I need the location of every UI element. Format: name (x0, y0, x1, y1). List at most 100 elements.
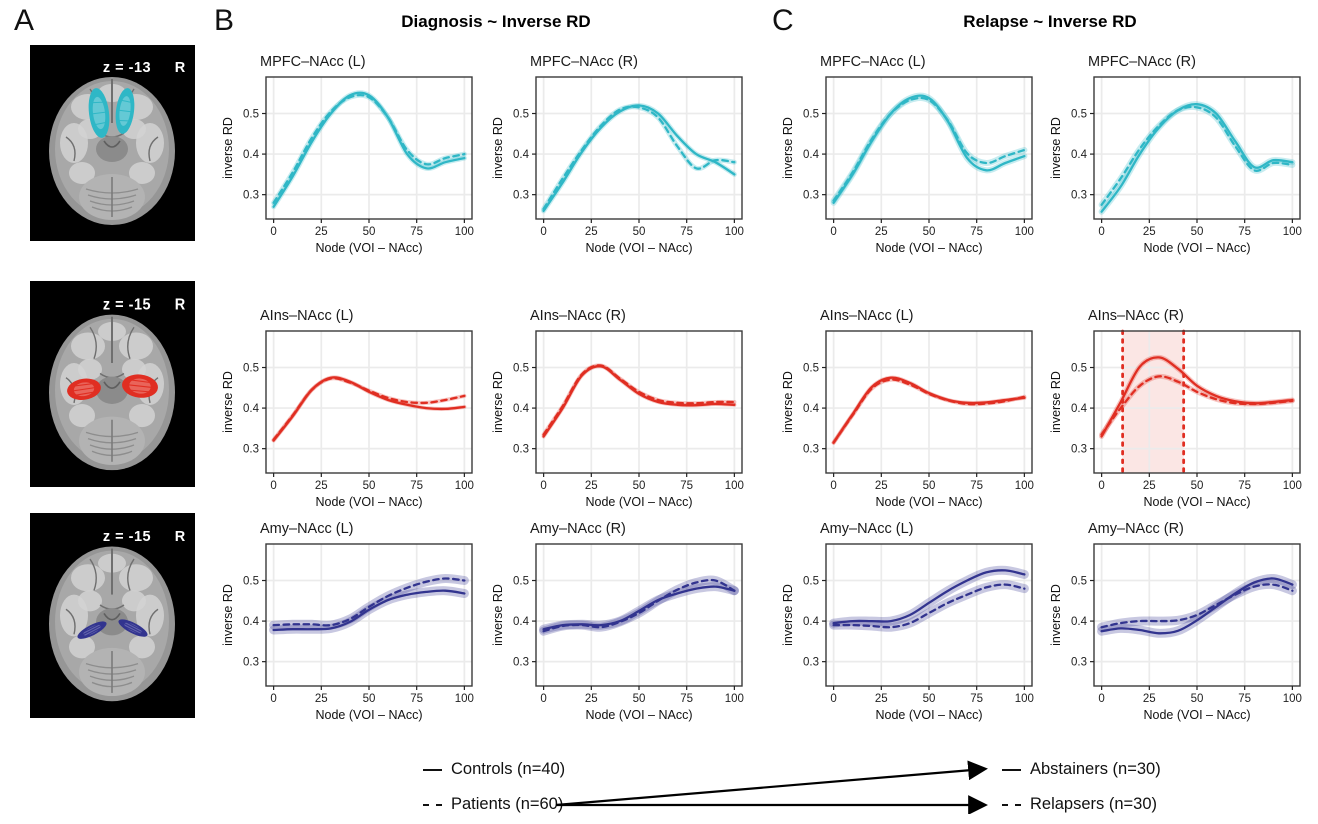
svg-text:0.3: 0.3 (513, 190, 529, 202)
chart-c-amy-nacc-l: Amy–NAcc (L) 0 25 50 75 100 0.3 0.4 0.5 Node (VO… (780, 515, 1048, 727)
chart-c-ains-nacc-l: AIns–NAcc (L) 0 25 50 75 100 0.3 0.4 0.5 Node (V… (780, 302, 1048, 514)
chart-title: MPFC–NAcc (R) (530, 54, 638, 70)
legend-label: Patients (n=60) (451, 795, 564, 813)
svg-text:25: 25 (585, 480, 598, 492)
svg-text:Node (VOI – NAcc): Node (VOI – NAcc) (876, 495, 983, 509)
svg-text:0.4: 0.4 (803, 616, 820, 628)
svg-text:Node (VOI – NAcc): Node (VOI – NAcc) (1144, 708, 1251, 722)
ains-nacc-l-relapse-plot: 0 25 50 75 100 0.3 0.4 0.5 Node (VOI – NAcc) inve… (781, 330, 1034, 509)
svg-text:75: 75 (1238, 480, 1251, 492)
svg-text:0.4: 0.4 (1071, 403, 1088, 415)
svg-text:75: 75 (970, 226, 983, 238)
amy-nacc-r-relapse-plot: 0 25 50 75 100 0.3 0.4 0.5 Node (VOI – NAcc) inve… (1049, 543, 1302, 722)
svg-text:0.4: 0.4 (1071, 616, 1088, 628)
svg-text:0.3: 0.3 (243, 190, 259, 202)
chart-title: AIns–NAcc (R) (530, 308, 626, 324)
svg-text:100: 100 (1283, 693, 1302, 705)
svg-text:0.4: 0.4 (513, 149, 530, 161)
svg-text:100: 100 (455, 226, 474, 238)
svg-text:0.5: 0.5 (513, 109, 529, 121)
svg-text:100: 100 (725, 693, 744, 705)
svg-text:50: 50 (363, 693, 376, 705)
amy-nacc-l-diagnosis-plot: 0 25 50 75 100 0.3 0.4 0.5 Node (VOI – NAcc) inve… (221, 543, 474, 722)
svg-text:0.3: 0.3 (803, 190, 819, 202)
chart-b-mpfc-nacc-l: MPFC–NAcc (L) 0 25 50 75 100 0.3 0.4 0.5 Node (V… (220, 48, 490, 260)
svg-text:100: 100 (1015, 693, 1034, 705)
svg-text:0.4: 0.4 (803, 403, 820, 415)
svg-text:0.5: 0.5 (513, 363, 529, 375)
svg-text:75: 75 (410, 480, 423, 492)
svg-text:0: 0 (540, 693, 546, 705)
ains-nacc-r-relapse-plot: 0 25 50 75 100 0.3 0.4 0.5 Node (VOI – NAcc) inve… (1049, 329, 1302, 509)
svg-text:R: R (175, 297, 186, 313)
chart-title: Amy–NAcc (R) (1088, 521, 1184, 537)
svg-text:0.4: 0.4 (243, 403, 260, 415)
chart-c-mpfc-nacc-l: MPFC–NAcc (L) 0 25 50 75 100 0.3 0.4 0.5 Node (V… (780, 48, 1048, 260)
svg-text:Node (VOI – NAcc): Node (VOI – NAcc) (876, 708, 983, 722)
svg-text:50: 50 (633, 226, 646, 238)
chart-title: AIns–NAcc (L) (820, 308, 914, 324)
svg-text:Node (VOI – NAcc): Node (VOI – NAcc) (586, 241, 693, 255)
svg-text:50: 50 (1191, 226, 1204, 238)
svg-text:25: 25 (585, 693, 598, 705)
svg-text:25: 25 (1143, 693, 1156, 705)
svg-text:0.5: 0.5 (803, 576, 819, 588)
brain-slice-mpfc: z = -13 R (30, 45, 195, 241)
svg-text:25: 25 (315, 480, 328, 492)
legend-right: Abstainers (n=30) Relapsers (n=30) (1002, 752, 1161, 822)
svg-text:100: 100 (1015, 480, 1034, 492)
chart-title: MPFC–NAcc (R) (1088, 54, 1196, 70)
svg-text:0.3: 0.3 (243, 657, 259, 669)
dashed-line-sample (423, 803, 442, 806)
brain-mri-image: z = -15 R (30, 281, 195, 487)
ains-nacc-l-diagnosis-plot: 0 25 50 75 100 0.3 0.4 0.5 Node (VOI – NAcc) inve… (221, 330, 474, 509)
legend-label: Relapsers (n=30) (1030, 795, 1158, 813)
svg-text:0.5: 0.5 (1071, 109, 1087, 121)
chart-b-ains-nacc-l: AIns–NAcc (L) 0 25 50 75 100 0.3 0.4 0.5 Node (V… (220, 302, 490, 514)
amy-nacc-l-relapse-plot: 0 25 50 75 100 0.3 0.4 0.5 Node (VOI – NAcc) inve… (781, 543, 1034, 722)
chart-c-amy-nacc-r: Amy–NAcc (R) 0 25 50 75 100 0.3 0.4 0.5 Node (VO… (1048, 515, 1316, 727)
svg-text:0.5: 0.5 (243, 109, 259, 121)
svg-text:25: 25 (875, 226, 888, 238)
svg-text:0: 0 (270, 480, 276, 492)
svg-text:0.3: 0.3 (513, 657, 529, 669)
chart-title: Amy–NAcc (L) (260, 521, 354, 537)
svg-text:0: 0 (830, 480, 836, 492)
mpfc-nacc-r-relapse-plot: 0 25 50 75 100 0.3 0.4 0.5 Node (VOI – NAcc) inve… (1049, 76, 1302, 255)
svg-text:inverse RD: inverse RD (491, 584, 505, 646)
svg-text:Node (VOI – NAcc): Node (VOI – NAcc) (316, 708, 423, 722)
chart-b-mpfc-nacc-r: MPFC–NAcc (R) 0 25 50 75 100 0.3 0.4 0.5 Node (V… (490, 48, 760, 260)
svg-text:50: 50 (363, 226, 376, 238)
svg-text:75: 75 (410, 226, 423, 238)
svg-text:0: 0 (1098, 693, 1104, 705)
svg-text:inverse RD: inverse RD (491, 117, 505, 179)
svg-text:inverse RD: inverse RD (221, 117, 235, 179)
svg-text:0.3: 0.3 (1071, 444, 1087, 456)
svg-text:0.3: 0.3 (803, 657, 819, 669)
svg-text:75: 75 (410, 693, 423, 705)
mpfc-nacc-r-diagnosis-plot: 0 25 50 75 100 0.3 0.4 0.5 Node (VOI – NAcc) inve… (491, 76, 744, 255)
chart-title: Amy–NAcc (R) (530, 521, 626, 537)
svg-text:25: 25 (1143, 480, 1156, 492)
svg-text:75: 75 (1238, 226, 1251, 238)
chart-b-amy-nacc-r: Amy–NAcc (R) 0 25 50 75 100 0.3 0.4 0.5 Node (VO… (490, 515, 760, 727)
svg-text:0.5: 0.5 (803, 363, 819, 375)
panel-c-label: C (772, 4, 794, 37)
svg-text:0: 0 (1098, 480, 1104, 492)
svg-text:0: 0 (1098, 226, 1104, 238)
svg-text:100: 100 (1283, 226, 1302, 238)
svg-text:R: R (175, 529, 186, 545)
svg-text:0.5: 0.5 (243, 576, 259, 588)
svg-text:0.5: 0.5 (513, 576, 529, 588)
svg-text:Node (VOI – NAcc): Node (VOI – NAcc) (876, 241, 983, 255)
svg-text:0.3: 0.3 (1071, 190, 1087, 202)
solid-line-sample (1002, 768, 1021, 771)
svg-text:0.4: 0.4 (513, 616, 530, 628)
chart-b-amy-nacc-l: Amy–NAcc (L) 0 25 50 75 100 0.3 0.4 0.5 Node (VO… (220, 515, 490, 727)
svg-text:Node (VOI – NAcc): Node (VOI – NAcc) (316, 241, 423, 255)
svg-text:R: R (175, 60, 186, 76)
svg-text:100: 100 (1283, 480, 1302, 492)
legend-left: Controls (n=40) Patients (n=60) (423, 752, 565, 822)
svg-text:Node (VOI – NAcc): Node (VOI – NAcc) (1144, 495, 1251, 509)
